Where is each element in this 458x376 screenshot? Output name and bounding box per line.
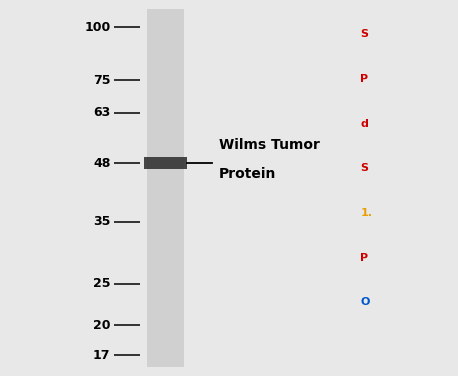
Bar bbox=[147, 9, 184, 370]
Text: 35: 35 bbox=[93, 215, 110, 228]
Text: 1.: 1. bbox=[360, 208, 372, 218]
Text: Wilms Tumor: Wilms Tumor bbox=[218, 138, 319, 152]
Text: P: P bbox=[360, 253, 368, 263]
Bar bbox=[144, 157, 187, 170]
Text: Protein: Protein bbox=[218, 167, 276, 180]
Text: d: d bbox=[360, 119, 368, 129]
Text: S: S bbox=[360, 29, 368, 39]
Text: P: P bbox=[360, 74, 368, 84]
Text: 63: 63 bbox=[93, 106, 110, 119]
Text: S: S bbox=[360, 163, 368, 173]
Text: 20: 20 bbox=[93, 319, 110, 332]
Text: 17: 17 bbox=[93, 349, 110, 362]
Text: 75: 75 bbox=[93, 74, 110, 87]
Text: O: O bbox=[360, 297, 370, 307]
Text: 48: 48 bbox=[93, 156, 110, 170]
Text: 25: 25 bbox=[93, 277, 110, 290]
Text: 100: 100 bbox=[84, 21, 110, 33]
